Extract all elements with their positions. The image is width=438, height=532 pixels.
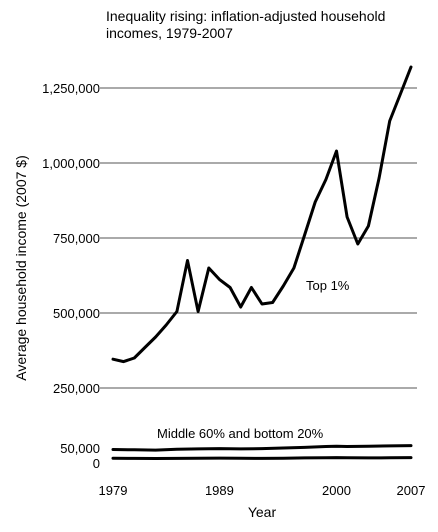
- y-tick-labels: 050,000 250,000 500,000 750,000 1,000,000 1,2…: [42, 81, 100, 471]
- y-tick-label: 750,000: [53, 231, 100, 246]
- chart-title: Inequality rising: inflation-adjusted ho…: [106, 8, 386, 41]
- series-line-bottom-20-: [111, 456, 413, 460]
- y-tick-label: 50,000: [60, 441, 100, 456]
- series-line-middle-60-: [111, 444, 413, 452]
- y-tick-label: 1,000,000: [42, 156, 100, 171]
- series-label-top: Top 1%: [306, 278, 350, 293]
- x-axis-label: Year: [248, 504, 277, 520]
- y-tick-label: 0: [93, 456, 100, 471]
- x-tick-labels: 1979 1989 2000 2007: [99, 483, 426, 498]
- x-tick-label: 1979: [99, 483, 128, 498]
- series-lines: [111, 65, 413, 460]
- x-tick-label: 2007: [397, 483, 426, 498]
- x-tick-label: 1989: [205, 483, 234, 498]
- y-tick-label: 250,000: [53, 381, 100, 396]
- y-tick-label: 1,250,000: [42, 81, 100, 96]
- gridlines: [100, 87, 417, 389]
- series-label-lower: Middle 60% and bottom 20%: [157, 426, 324, 441]
- x-tick-label: 2000: [322, 483, 351, 498]
- y-tick-label: 500,000: [53, 306, 100, 321]
- y-axis-label: Average household income (2007 $): [13, 155, 29, 380]
- series-line-top-1-: [111, 65, 413, 364]
- annotations: Top 1% Middle 60% and bottom 20%: [157, 278, 350, 441]
